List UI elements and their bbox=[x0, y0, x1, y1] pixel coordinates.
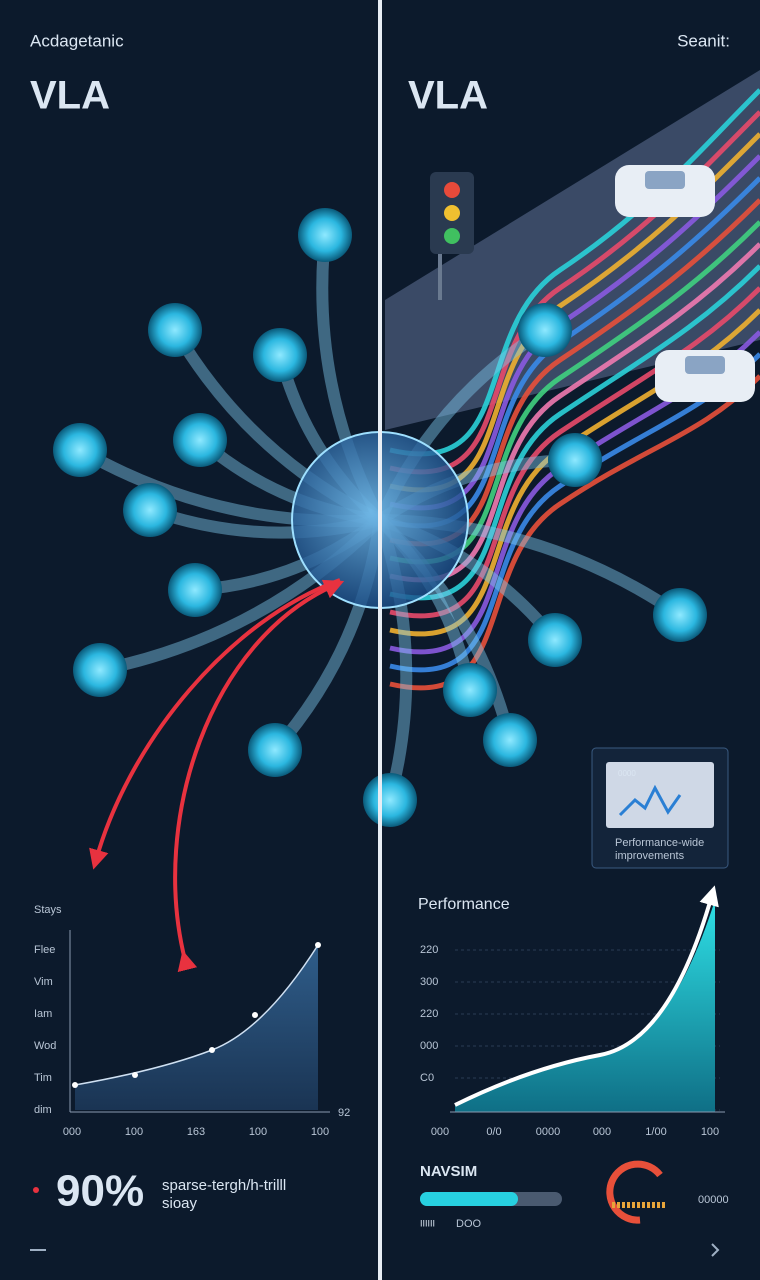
left-chart-axis-title: Stays bbox=[34, 904, 62, 916]
progress-fill bbox=[420, 1192, 518, 1206]
navsim-sub: DOO bbox=[456, 1218, 482, 1230]
node bbox=[483, 713, 537, 767]
node bbox=[173, 413, 227, 467]
node bbox=[73, 643, 127, 697]
node bbox=[123, 483, 177, 537]
node bbox=[53, 423, 107, 477]
right-chart-title: Performance bbox=[418, 896, 510, 913]
car bbox=[615, 165, 715, 217]
navsim-label: NAVSIM bbox=[420, 1163, 477, 1180]
right-header: Seanit: bbox=[677, 31, 730, 50]
left-point bbox=[209, 1047, 215, 1053]
node bbox=[548, 433, 602, 487]
flow-line bbox=[389, 242, 760, 583]
stat-value: 90% bbox=[56, 1167, 144, 1216]
bullet bbox=[33, 1187, 39, 1193]
left-area bbox=[75, 945, 318, 1110]
left-point bbox=[132, 1072, 138, 1078]
right-x-label: 000 bbox=[593, 1126, 611, 1138]
left-x-label: 000 bbox=[63, 1126, 81, 1138]
left-y-label: Wod bbox=[34, 1040, 56, 1052]
car bbox=[655, 350, 755, 402]
flow-line bbox=[389, 286, 760, 619]
flow-line bbox=[389, 264, 760, 601]
light bbox=[444, 205, 460, 221]
stat-caption: sparse-tergh/h-trilll bbox=[162, 1177, 286, 1194]
node bbox=[168, 563, 222, 617]
node bbox=[253, 328, 307, 382]
flow-line bbox=[389, 88, 760, 457]
left-point bbox=[252, 1012, 258, 1018]
flow-line bbox=[389, 352, 760, 673]
right-line bbox=[454, 885, 719, 1107]
red-arrow bbox=[173, 579, 345, 973]
left-x-label: 100 bbox=[249, 1126, 267, 1138]
right-area bbox=[455, 900, 715, 1112]
right-y-label: 000 bbox=[420, 1040, 438, 1052]
left-y-label: Flee bbox=[34, 944, 55, 956]
light bbox=[444, 182, 460, 198]
car-window bbox=[645, 171, 685, 189]
left-title: VLA bbox=[30, 74, 110, 118]
node bbox=[443, 663, 497, 717]
left-y-label: Tim bbox=[34, 1072, 52, 1084]
gauge-label: 00000 bbox=[698, 1194, 729, 1206]
card-text: Performance-wide bbox=[615, 837, 704, 849]
left-point bbox=[315, 942, 321, 948]
left-x-label: 100 bbox=[125, 1126, 143, 1138]
car-window bbox=[685, 356, 725, 374]
left-y-label: Iam bbox=[34, 1008, 52, 1020]
right-y-label: 220 bbox=[420, 944, 438, 956]
node bbox=[148, 303, 202, 357]
left-header: Acdagetanic bbox=[30, 31, 124, 50]
right-y-label: 300 bbox=[420, 976, 438, 988]
left-y-label: dim bbox=[34, 1104, 52, 1116]
card-text: improvements bbox=[615, 850, 685, 862]
right-x-label: 0/0 bbox=[486, 1126, 501, 1138]
node bbox=[298, 208, 352, 262]
left-x-label: 100 bbox=[311, 1126, 329, 1138]
right-y-label: C0 bbox=[420, 1072, 434, 1084]
nav-arrow bbox=[711, 1243, 720, 1257]
right-x-label: 100 bbox=[701, 1126, 719, 1138]
right-x-label: 000 bbox=[431, 1126, 449, 1138]
node bbox=[653, 588, 707, 642]
gauge bbox=[606, 1160, 663, 1224]
right-x-label: 0000 bbox=[536, 1126, 560, 1138]
left-point bbox=[72, 1082, 78, 1088]
left-x-end: 92 bbox=[338, 1107, 350, 1119]
illustration bbox=[53, 88, 760, 1113]
stat-caption: sioay bbox=[162, 1195, 198, 1212]
right-title: VLA bbox=[408, 74, 488, 118]
left-y-label: Vim bbox=[34, 976, 53, 988]
node bbox=[363, 773, 417, 827]
left-x-label: 163 bbox=[187, 1126, 205, 1138]
navsim-sub: IIIIII bbox=[420, 1218, 435, 1228]
road bbox=[385, 70, 760, 430]
light bbox=[444, 228, 460, 244]
card-code: 0000 bbox=[618, 769, 636, 778]
node bbox=[518, 303, 572, 357]
card-sparkline bbox=[618, 784, 682, 817]
node bbox=[528, 613, 582, 667]
right-x-label: 1/00 bbox=[645, 1126, 666, 1138]
right-y-label: 220 bbox=[420, 1008, 438, 1020]
node bbox=[248, 723, 302, 777]
